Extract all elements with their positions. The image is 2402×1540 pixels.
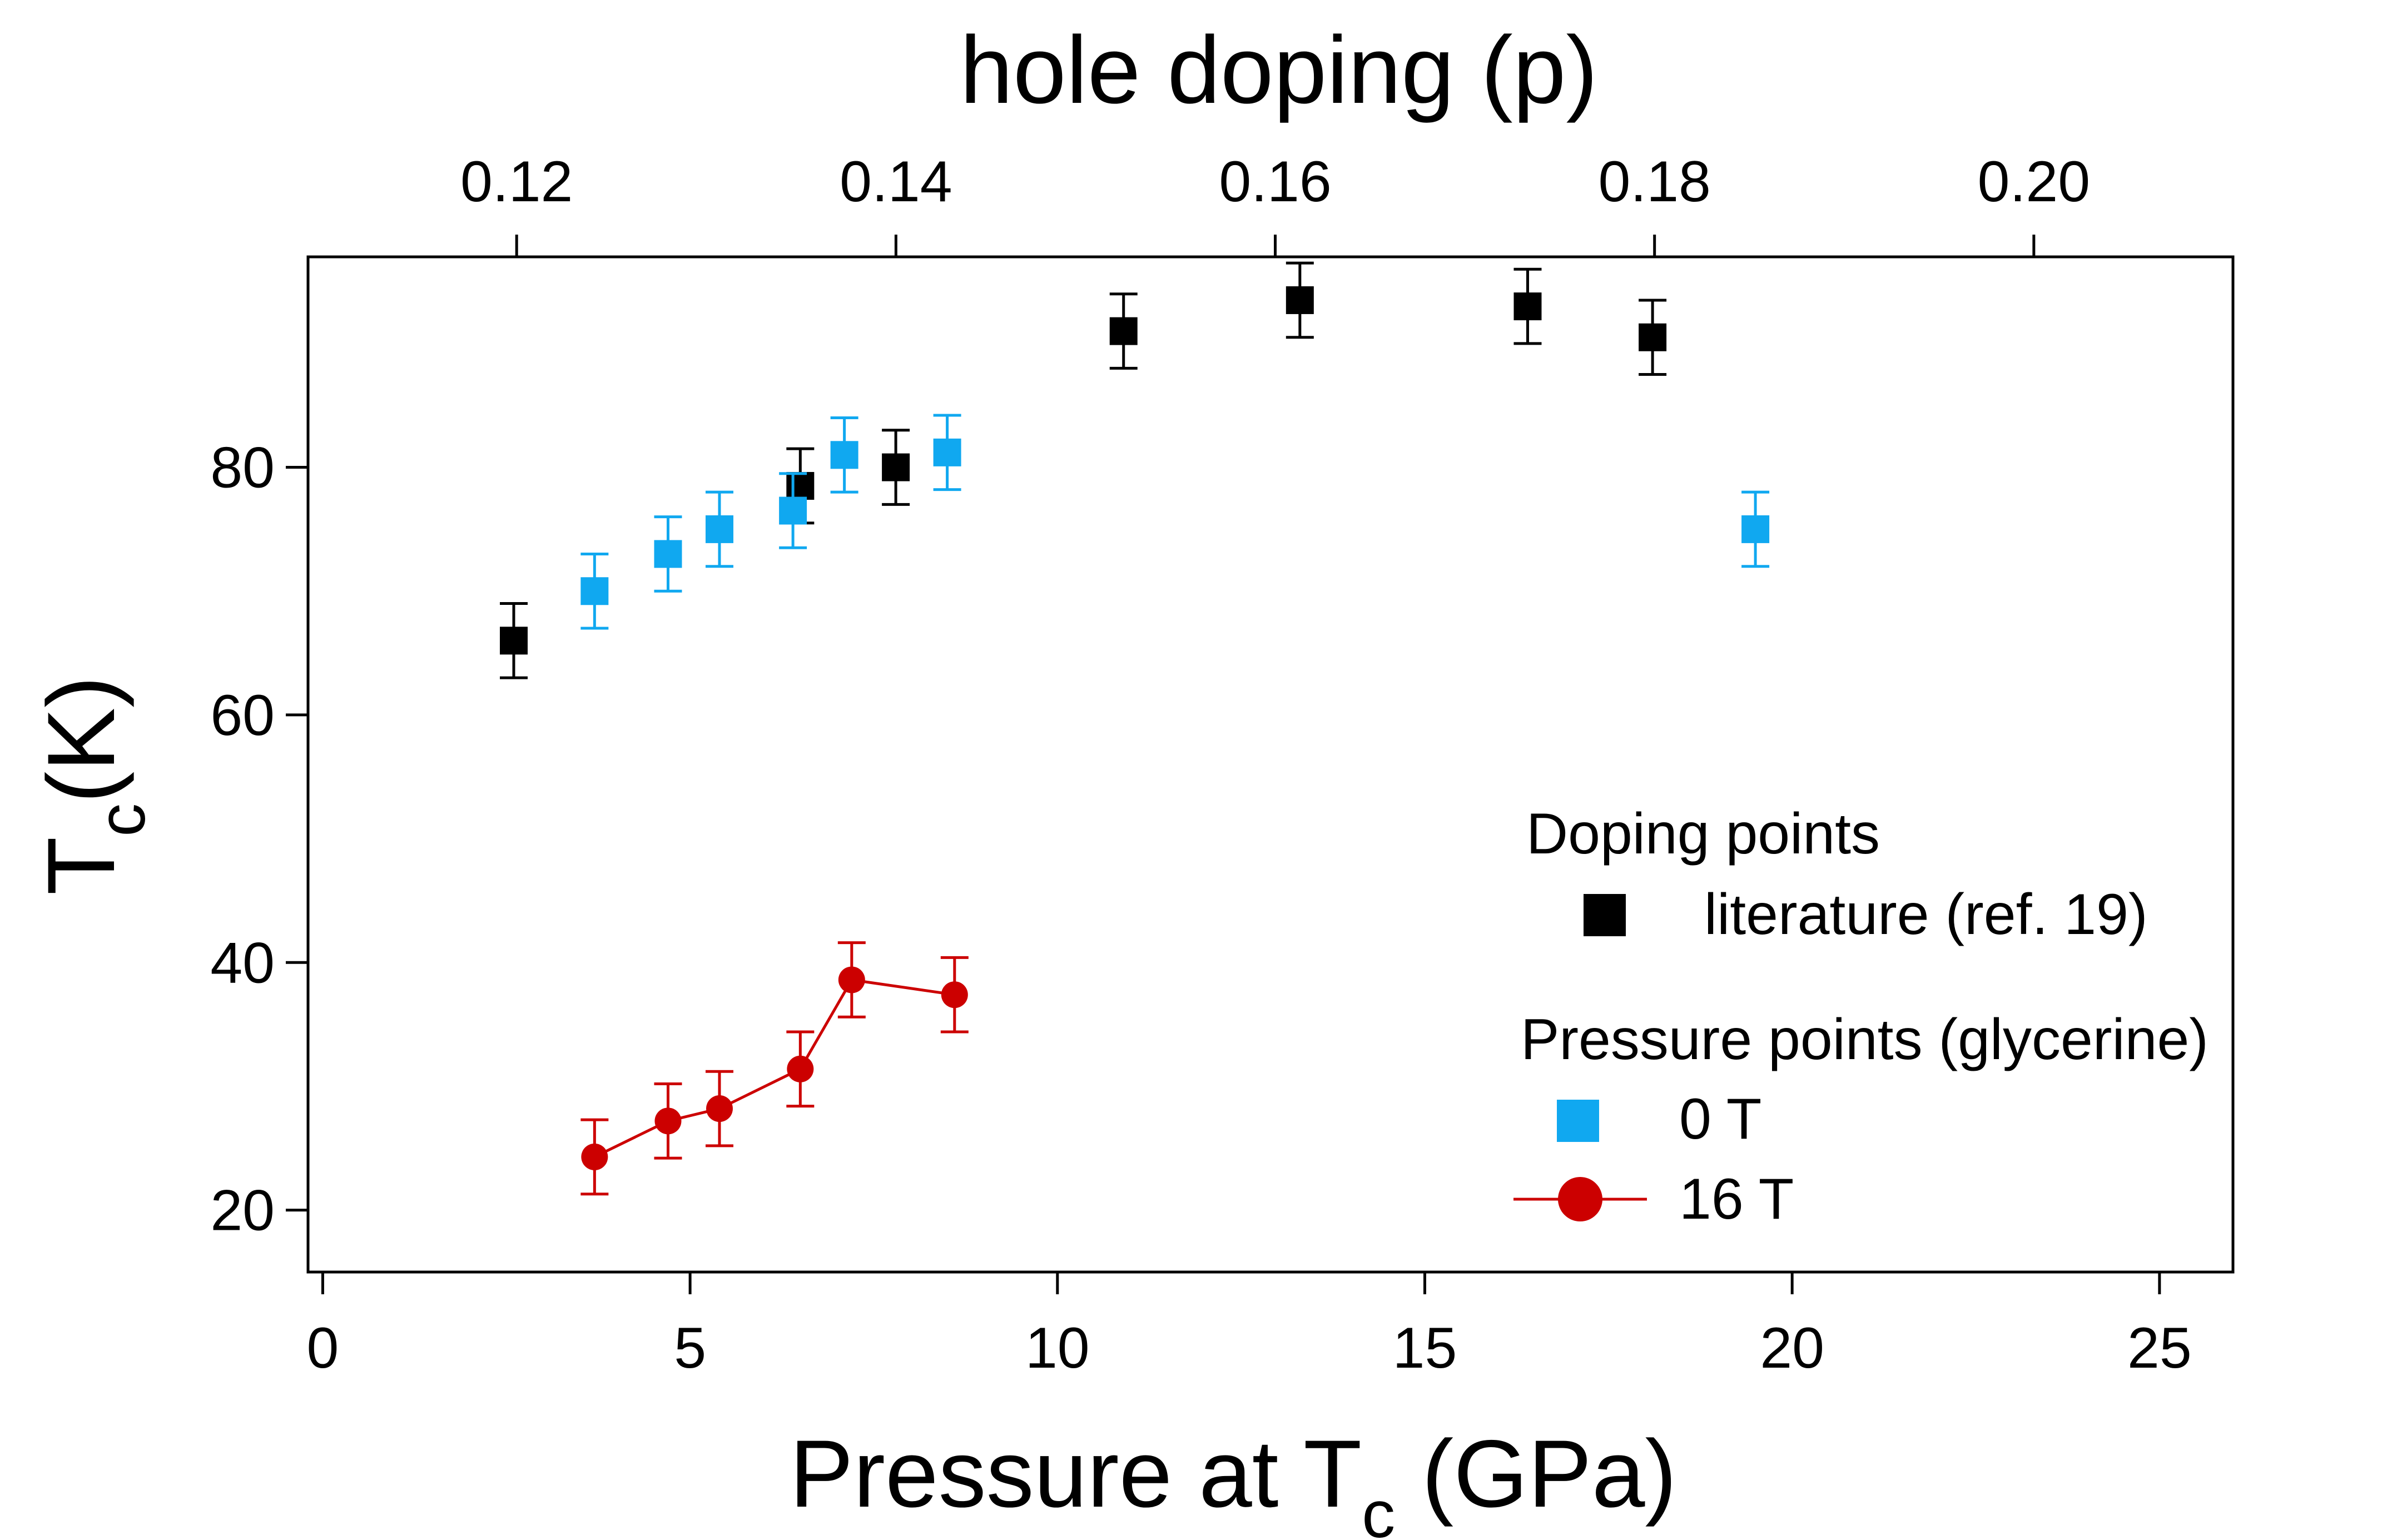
legend-group-doping-title: Doping points	[1526, 802, 1880, 866]
data-point-0-t	[705, 515, 733, 543]
x-tick-label: 10	[1025, 1316, 1090, 1380]
x-axis-title-main: Pressure at T	[790, 1420, 1362, 1527]
data-point-literature-ref-19	[499, 627, 528, 655]
y-tick-label: 40	[210, 931, 275, 995]
legend-label-16t: 16 T	[1679, 1167, 1794, 1231]
y-axis-title-subscript: c	[85, 803, 159, 837]
x-axis-title-subscript: c	[1362, 1477, 1395, 1540]
data-point-16-t	[581, 1143, 608, 1170]
x-tick-label: 20	[1760, 1316, 1824, 1380]
data-point-literature-ref-19	[882, 453, 910, 481]
data-point-16-t	[838, 966, 865, 993]
data-point-16-t	[654, 1107, 682, 1135]
data-point-0-t	[1741, 515, 1770, 543]
x-tick-label: 25	[2127, 1316, 2192, 1380]
data-point-literature-ref-19	[1513, 292, 1542, 321]
x-tick-label: 0	[307, 1316, 339, 1380]
legend-label-0t: 0 T	[1679, 1087, 1761, 1151]
top-tick-label: 0.16	[1219, 150, 1331, 214]
data-point-0-t	[580, 577, 609, 605]
y-axis-ticks: 20 40 60 80	[210, 436, 308, 1243]
data-point-literature-ref-19	[1109, 317, 1138, 345]
data-point-16-t	[706, 1095, 733, 1122]
y-tick-label: 20	[210, 1179, 275, 1243]
top-tick-label: 0.20	[1978, 150, 2090, 214]
series-line-16-t	[594, 978, 955, 1159]
plot-frame	[306, 255, 2235, 1274]
legend: Doping points literature (ref. 19) Press…	[1513, 802, 2209, 1231]
data-point-16-t	[787, 1055, 814, 1082]
series-group	[580, 941, 969, 1196]
legend-marker-0t	[1557, 1100, 1599, 1142]
y-axis-title-main: T	[28, 837, 135, 895]
data-point-0-t	[933, 438, 961, 466]
legend-label-literature: literature (ref. 19)	[1704, 882, 2148, 947]
x-axis-title-tail: (GPa)	[1395, 1420, 1677, 1527]
legend-marker-16t	[1558, 1177, 1602, 1221]
top-axis-ticks: 0.12 0.14 0.16 0.18 0.20	[460, 150, 2090, 257]
data-point-0-t	[779, 496, 807, 525]
top-tick-label: 0.14	[840, 150, 952, 214]
data-point-literature-ref-19	[1286, 286, 1314, 314]
legend-group-pressure-title: Pressure points (glycerine)	[1521, 1007, 2209, 1072]
x-axis-title: Pressure at Tc (GPa)	[790, 1420, 1677, 1540]
y-tick-label: 80	[210, 436, 275, 500]
data-point-0-t	[654, 540, 682, 568]
data-point-0-t	[830, 441, 858, 469]
data-point-16-t	[941, 981, 968, 1009]
data-series-layer	[499, 261, 1770, 1196]
y-axis-title-tail: (K)	[28, 676, 135, 803]
top-tick-label: 0.18	[1598, 150, 1710, 214]
top-tick-label: 0.12	[460, 150, 573, 214]
x-tick-label: 5	[674, 1316, 706, 1380]
series-group	[580, 414, 1770, 630]
x-tick-label: 15	[1393, 1316, 1457, 1380]
top-axis-title: hole doping (p)	[960, 17, 1597, 123]
y-tick-label: 60	[210, 683, 275, 748]
x-axis-ticks: 0 5 10 15 20 25	[307, 1272, 2192, 1380]
y-axis-title: Tc(K)	[28, 676, 159, 895]
data-point-literature-ref-19	[786, 471, 815, 500]
data-point-literature-ref-19	[1639, 323, 1667, 351]
legend-marker-literature	[1584, 894, 1626, 936]
